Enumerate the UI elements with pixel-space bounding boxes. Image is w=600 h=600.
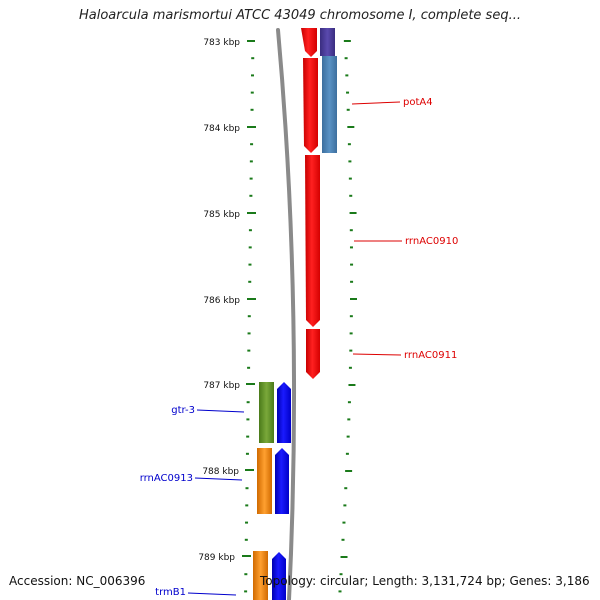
minor-ticks xyxy=(244,40,358,593)
forward-strand-features xyxy=(301,28,337,379)
gene-label-potA4[interactable]: potA4 xyxy=(403,97,433,108)
forward-gene-labels: potA4 rrnAC0910 rrnAC0911 xyxy=(351,97,458,361)
ruler-tick-784: 784 kbp xyxy=(203,124,256,134)
gene-arrow-gtr-3-blue[interactable] xyxy=(277,382,291,443)
ruler-tick-788: 788 kbp xyxy=(202,467,254,477)
gene-label-rrnAC0910[interactable]: rrnAC0910 xyxy=(405,236,458,247)
gene-arrow-upstream[interactable] xyxy=(301,28,317,57)
gene-label-gtr-3[interactable]: gtr-3 xyxy=(171,405,195,416)
ruler-label-787: 787 kbp xyxy=(203,381,240,391)
ruler-tick-787: 787 kbp xyxy=(203,381,255,391)
chromosome-backbone xyxy=(276,28,297,600)
ruler-tick-783: 783 kbp xyxy=(203,38,255,48)
ruler-label-786: 786 kbp xyxy=(203,296,240,306)
topology-text: Topology: circular; Length: 3,131,724 bp… xyxy=(260,574,590,588)
ruler-label-784: 784 kbp xyxy=(203,124,240,134)
gene-bar-trmB1[interactable] xyxy=(253,551,268,600)
reverse-gene-labels: gtr-3 rrnAC0913 trmB1 xyxy=(140,405,245,598)
ruler-tick-785: 785 kbp xyxy=(203,210,256,220)
reverse-strand-features xyxy=(253,382,291,600)
gene-bar-potA4[interactable] xyxy=(322,56,337,153)
ruler-label-783: 783 kbp xyxy=(203,38,240,48)
gene-arrow-trmB1-blue[interactable] xyxy=(272,552,286,600)
ruler-label-788: 788 kbp xyxy=(202,467,239,477)
map-title: Haloarcula marismortui ATCC 43049 chromo… xyxy=(79,8,521,23)
gene-arrow-potA4-region[interactable] xyxy=(303,58,318,153)
gene-bar-purple[interactable] xyxy=(320,28,335,56)
ruler-tick-786: 786 kbp xyxy=(203,296,256,306)
accession-text: Accession: NC_006396 xyxy=(9,574,146,588)
ruler-label-789: 789 kbp xyxy=(198,553,235,563)
ruler: 783 kbp 784 kbp 785 kbp 786 kbp 787 kbp … xyxy=(198,38,256,563)
gene-label-rrnAC0913[interactable]: rrnAC0913 xyxy=(140,473,193,484)
gene-bar-gtr-3[interactable] xyxy=(259,382,274,443)
ruler-label-785: 785 kbp xyxy=(203,210,240,220)
gene-label-trmB1[interactable]: trmB1 xyxy=(155,587,186,598)
gene-arrow-rrnAC0913-blue[interactable] xyxy=(275,448,289,514)
gene-label-rrnAC0911[interactable]: rrnAC0911 xyxy=(404,350,457,361)
gene-bar-rrnAC0913[interactable] xyxy=(257,448,272,514)
gene-arrow-rrnAC0911[interactable] xyxy=(306,329,320,379)
gene-arrow-rrnAC0910[interactable] xyxy=(305,155,320,327)
ruler-tick-789: 789 kbp xyxy=(198,553,251,563)
